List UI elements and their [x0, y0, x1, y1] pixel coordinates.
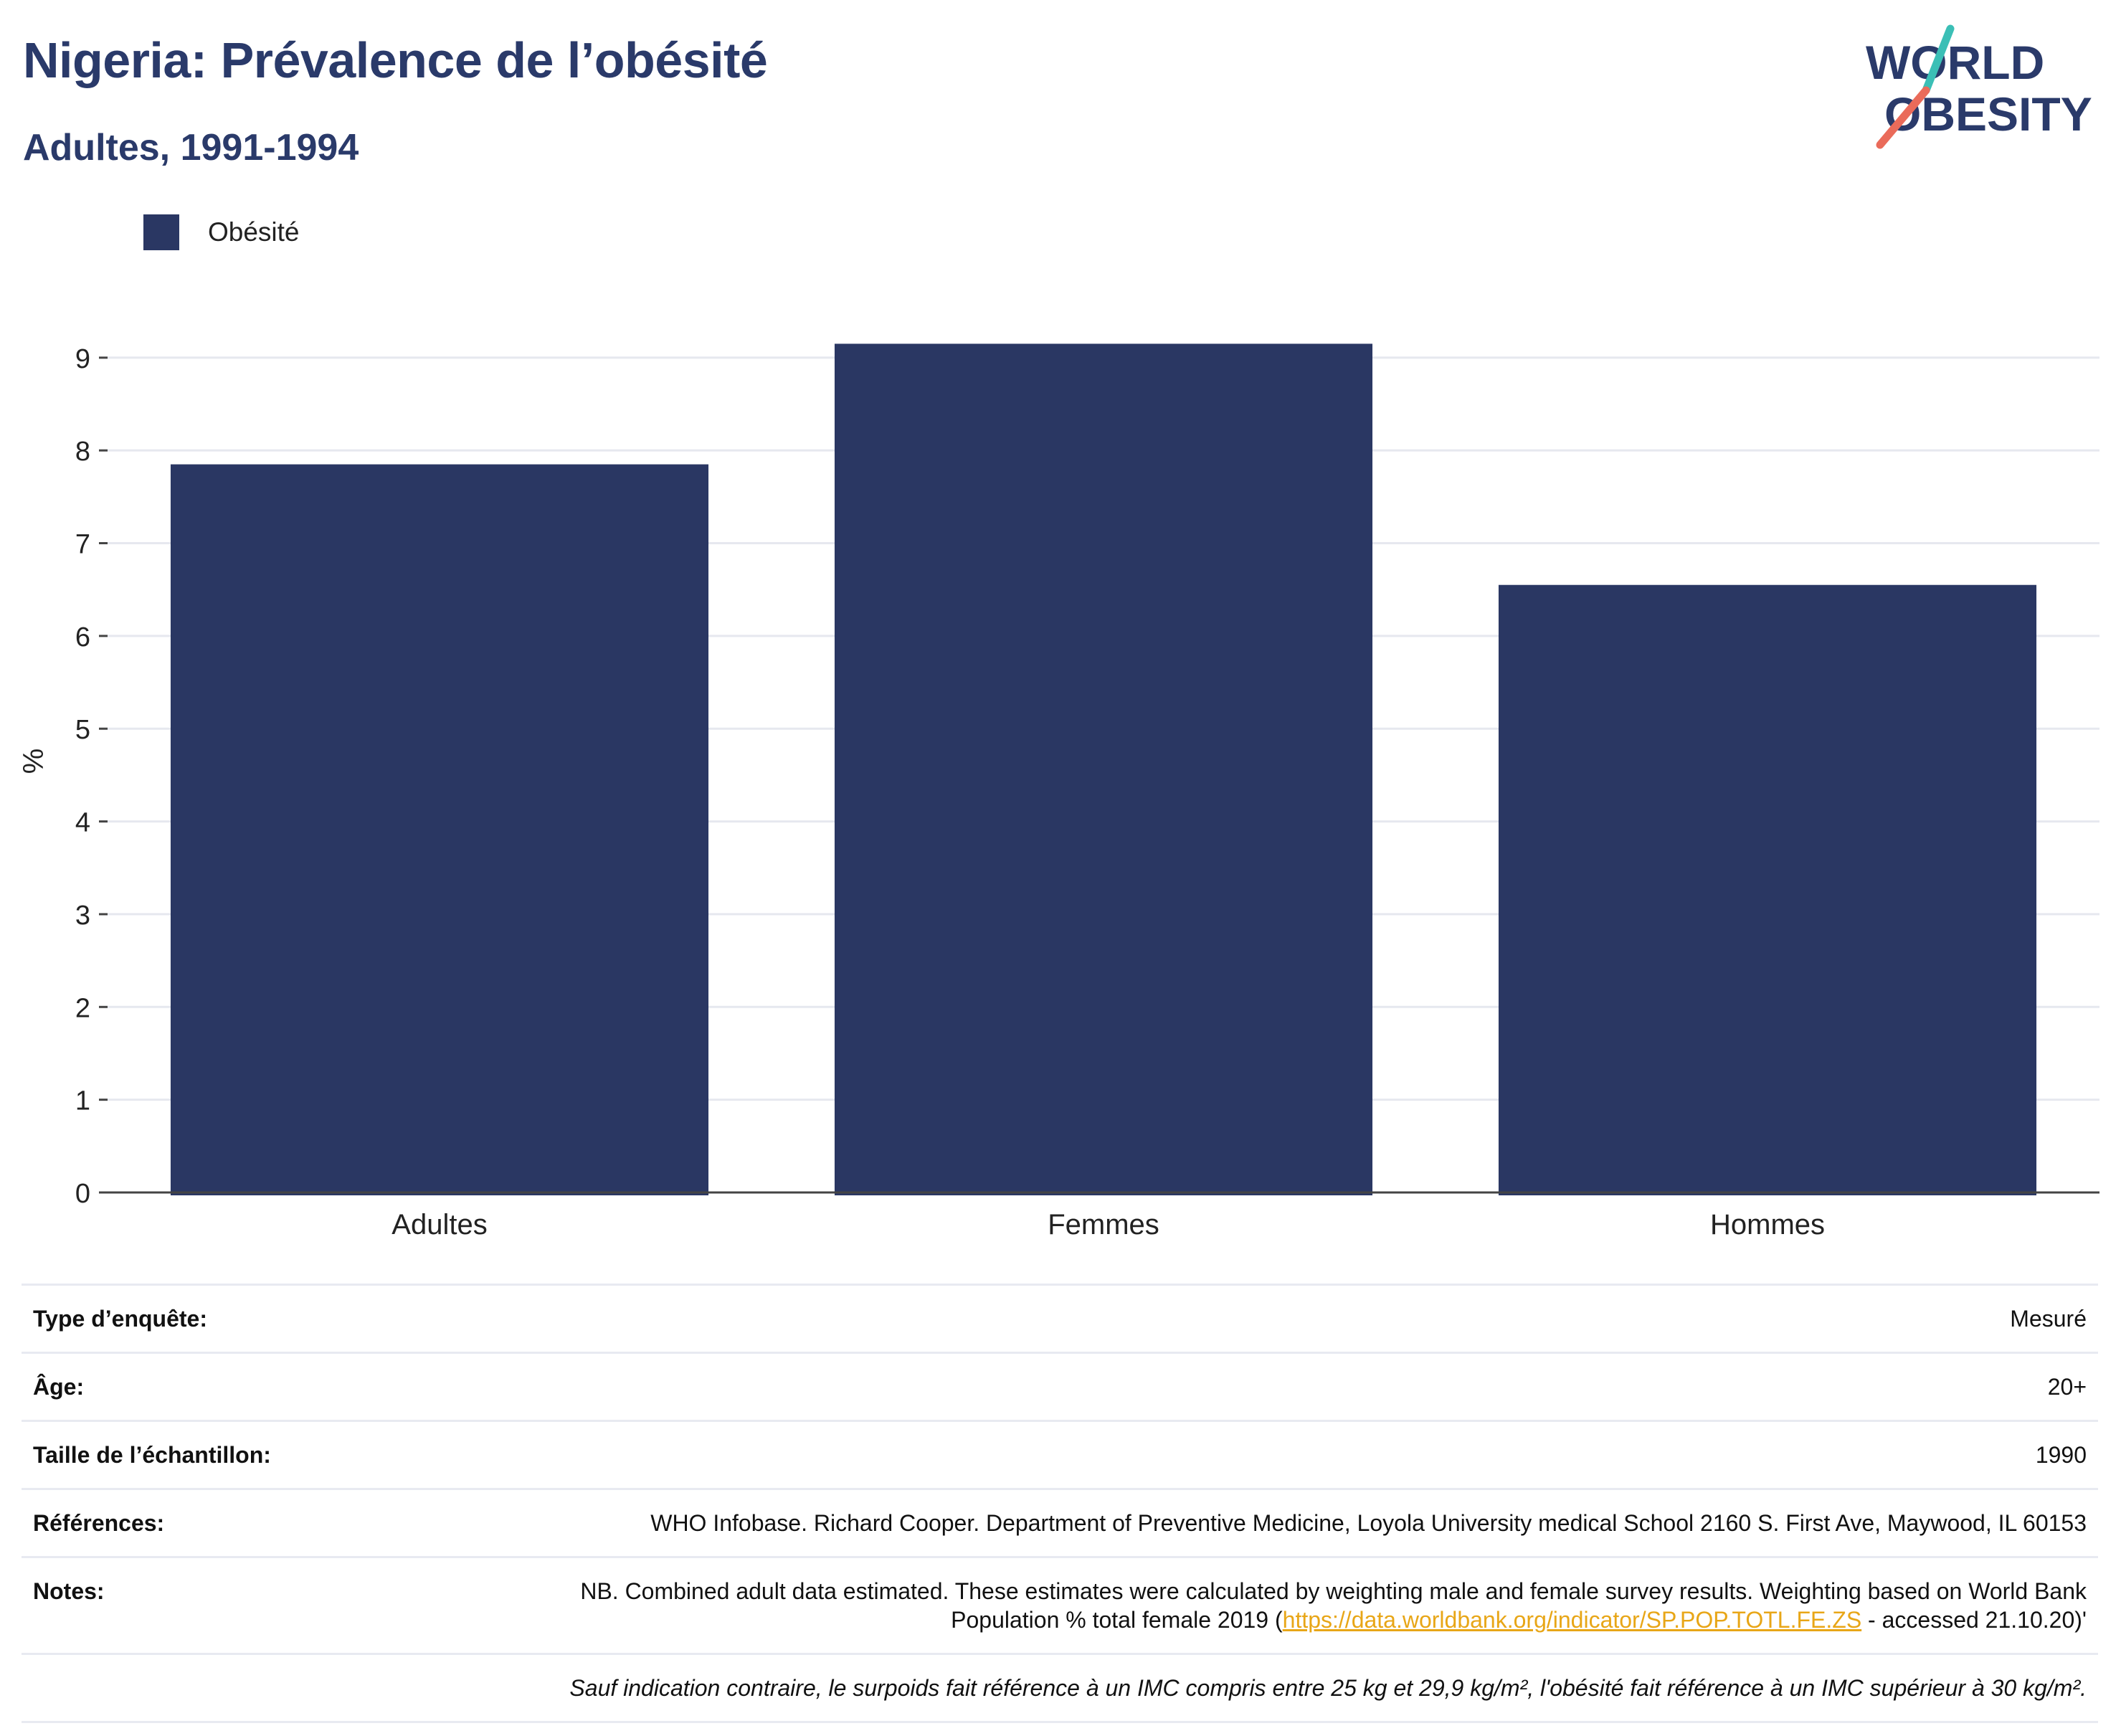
- y-tick-label: 2: [75, 993, 90, 1023]
- notes-text-end: - accessed 21.10.20)': [1861, 1607, 2087, 1633]
- footnote: Sauf indication contraire, le surpoids f…: [569, 1675, 2087, 1701]
- logo-line2: OBESITY: [1884, 87, 2092, 141]
- meta-row-notes: Notes: NB. Combined adult data estimated…: [22, 1558, 2098, 1655]
- y-tick-label: 7: [75, 530, 90, 560]
- bar-chart: 0 1 2 3 4 5 6 7 8 9 Adultes Femmes Hommes %: [18, 343, 2099, 1241]
- legend-swatch: [143, 214, 179, 250]
- y-tick-label: 9: [75, 344, 90, 374]
- meta-value: 20+: [2047, 1374, 2087, 1400]
- meta-label: Âge:: [33, 1374, 85, 1400]
- x-tick-label: Hommes: [1710, 1209, 1825, 1241]
- notes-link[interactable]: https://data.worldbank.org/indicator/SP.…: [1282, 1607, 1862, 1633]
- bar-femmes[interactable]: [834, 343, 1373, 1196]
- legend-label: Obésité: [208, 217, 300, 247]
- x-tick-label: Femmes: [1048, 1209, 1159, 1241]
- chart-title: Nigeria: Prévalence de l’obésité: [23, 32, 768, 88]
- logo-slash-teal: [1922, 24, 1955, 95]
- meta-label: Notes:: [33, 1578, 105, 1604]
- y-tick-label: 6: [75, 622, 90, 653]
- logo-line1: WORLD: [1866, 36, 2044, 89]
- bar-hommes[interactable]: [1498, 584, 2037, 1195]
- y-axis-ticks: 0 1 2 3 4 5 6 7 8 9: [75, 344, 108, 1209]
- meta-value: Mesuré: [2010, 1306, 2087, 1332]
- meta-row-footnote: Sauf indication contraire, le surpoids f…: [22, 1655, 2098, 1723]
- meta-value: NB. Combined adult data estimated. These…: [545, 1577, 2087, 1634]
- meta-label: Taille de l’échantillon:: [33, 1442, 271, 1468]
- meta-label: Type d’enquête:: [33, 1306, 207, 1332]
- logo-slash-coral: [1876, 86, 1930, 149]
- y-tick-label: 1: [75, 1086, 90, 1116]
- y-tick-label: 0: [75, 1179, 90, 1209]
- x-axis-ticks: Adultes Femmes Hommes: [392, 1209, 1825, 1241]
- meta-row-sample-size: Taille de l’échantillon: 1990: [22, 1422, 2098, 1490]
- meta-row-references: Références: WHO Infobase. Richard Cooper…: [22, 1490, 2098, 1558]
- legend[interactable]: Obésité: [143, 212, 300, 252]
- bar-adultes[interactable]: [170, 464, 709, 1195]
- world-obesity-logo: WORLD OBESITY: [1866, 24, 2092, 149]
- chart-subtitle: Adultes, 1991-1994: [23, 127, 359, 169]
- meta-row-survey-type: Type d’enquête: Mesuré: [22, 1286, 2098, 1354]
- y-tick-label: 3: [75, 901, 90, 931]
- meta-value: WHO Infobase. Richard Cooper. Department…: [650, 1510, 2087, 1536]
- bars: [170, 343, 2037, 1196]
- x-tick-label: Adultes: [392, 1209, 487, 1241]
- metadata-table: Type d’enquête: Mesuré Âge: 20+ Taille d…: [22, 1284, 2098, 1723]
- y-axis-label: %: [18, 749, 49, 774]
- y-tick-label: 5: [75, 715, 90, 745]
- notes-text: NB. Combined adult data estimated. These…: [580, 1578, 2087, 1633]
- meta-value: 1990: [2035, 1442, 2087, 1468]
- y-tick-label: 8: [75, 437, 90, 467]
- meta-label: Références:: [33, 1510, 165, 1536]
- meta-row-age: Âge: 20+: [22, 1354, 2098, 1422]
- y-tick-label: 4: [75, 808, 90, 838]
